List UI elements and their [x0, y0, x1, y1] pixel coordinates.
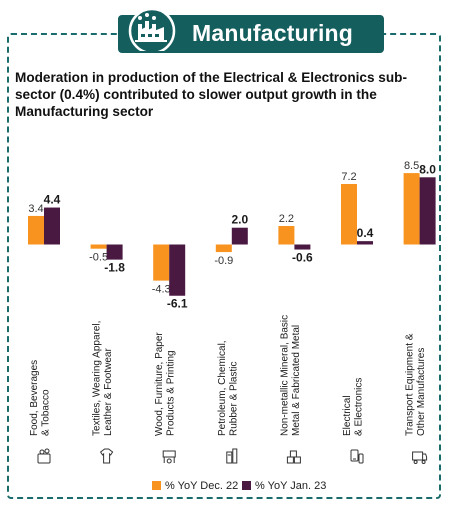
category-label-line: & Electronics — [354, 378, 365, 436]
data-label: 0.4 — [357, 226, 374, 240]
data-label: 8.0 — [419, 162, 436, 176]
metal-icon — [286, 450, 301, 464]
bar-dec22 — [28, 215, 44, 245]
category-label: Food, Beverages & Tobacco — [29, 360, 52, 436]
chart-headline: Moderation in production of the Electric… — [15, 70, 407, 119]
category-label: Non-metallic Mineral, Basic Metal & Fabri… — [279, 315, 302, 436]
category-label: Electrical & Electronics — [342, 378, 365, 436]
legend-label: % YoY Dec. 22 — [165, 480, 238, 492]
category-label-line: Textiles, Wearing Apparel, — [92, 321, 103, 436]
data-label: 8.5 — [404, 160, 419, 172]
data-label: 2.0 — [231, 213, 248, 227]
data-label: 3.4 — [28, 203, 43, 215]
section-banner: Manufacturing — [118, 7, 384, 55]
chemical-icon — [226, 448, 238, 464]
bar-dec22 — [153, 244, 170, 281]
data-label: 4.4 — [44, 193, 61, 207]
furniture-icon — [162, 450, 176, 464]
bar-dec22 — [215, 244, 232, 253]
category-label: Petroleum, Chemical, Rubber & Plastic — [217, 340, 240, 436]
category-label-line: Other Manufactures — [416, 348, 427, 436]
category-label-line: Wood, Furniture, Paper — [154, 332, 165, 436]
transport-icon — [412, 451, 428, 464]
category-label-line: & Tobacco — [41, 389, 52, 436]
bar-jan23 — [169, 244, 186, 296]
category-label: Transport Equipment & Other Manufactures — [405, 333, 428, 436]
category-label-line: Petroleum, Chemical, — [217, 340, 228, 436]
category-label-line: Metal & Fabricated Metal — [291, 325, 302, 436]
factory-icon — [126, 7, 178, 56]
legend-label: % YoY Jan. 23 — [255, 480, 326, 492]
bar-jan23 — [294, 244, 311, 250]
category-label-line: Non-metallic Mineral, Basic — [279, 315, 290, 436]
electronics-icon — [350, 449, 364, 464]
bar-dec22 — [90, 244, 107, 249]
bar-jan23 — [106, 244, 123, 260]
category-label-line: Electrical — [342, 395, 353, 436]
bar-jan23 — [231, 227, 248, 245]
data-label: 2.2 — [279, 213, 294, 225]
data-label: -0.9 — [214, 255, 233, 267]
category-label-line: Products & Printing — [166, 350, 177, 436]
bar-jan23 — [44, 207, 60, 245]
data-label: -0.5 — [89, 252, 108, 264]
category-label: Wood, Furniture, Paper Products & Printin… — [154, 332, 177, 436]
legend-swatch-jan23 — [242, 481, 251, 490]
bar-jan23 — [357, 241, 373, 245]
category-label: Textiles, Wearing Apparel, Leather & Foot… — [92, 321, 115, 436]
category-label-line: Leather & Footwear — [103, 348, 114, 436]
data-label: -0.6 — [292, 251, 313, 265]
section-title: Manufacturing — [192, 20, 354, 46]
data-label: -4.3 — [152, 284, 171, 296]
bar-jan23 — [419, 177, 436, 245]
category-label-line: Transport Equipment & — [405, 333, 416, 436]
bar-dec22 — [278, 226, 295, 245]
bar-dec22 — [403, 173, 420, 245]
bar-dec22 — [341, 184, 357, 245]
category-label-line: Food, Beverages — [29, 360, 40, 436]
food-icon — [37, 448, 51, 464]
data-label: -6.1 — [167, 297, 188, 311]
textile-icon — [99, 448, 114, 464]
data-label: -1.8 — [104, 261, 125, 275]
data-label: 7.2 — [341, 171, 356, 183]
category-label-line: Rubber & Plastic — [228, 362, 239, 436]
legend-swatch-dec22 — [152, 481, 161, 490]
